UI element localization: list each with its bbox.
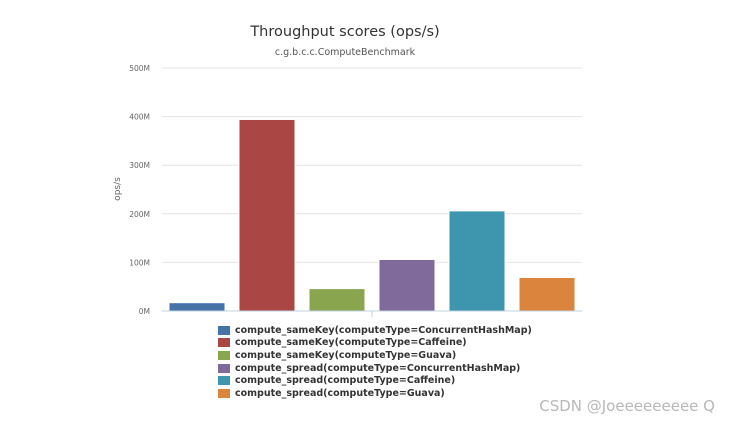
legend-item[interactable]: compute_sameKey(computeType=ConcurrentHa… xyxy=(218,324,532,337)
bars xyxy=(168,119,576,312)
y-tick-label: 0M xyxy=(139,307,150,316)
y-axis-ticks: 0M 100M 200M 300M 400M 500M xyxy=(129,64,150,316)
y-tick-label: 100M xyxy=(129,258,150,267)
legend-label: compute_sameKey(computeType=Guava) xyxy=(235,349,457,361)
legend-item[interactable]: compute_spread(computeType=ConcurrentHas… xyxy=(218,362,532,375)
legend-swatch xyxy=(218,338,230,348)
legend-swatch xyxy=(218,363,230,373)
y-tick-label: 400M xyxy=(129,113,150,122)
legend-label: compute_sameKey(computeType=Caffeine) xyxy=(235,337,467,349)
y-tick-label: 300M xyxy=(129,161,150,170)
legend-swatch xyxy=(218,325,230,335)
bar xyxy=(518,277,576,312)
legend-item[interactable]: compute_spread(computeType=Caffeine) xyxy=(218,374,532,387)
legend-swatch xyxy=(218,350,230,360)
y-axis-label: ops/s xyxy=(113,177,123,201)
bar xyxy=(448,210,506,312)
legend-swatch xyxy=(218,388,230,398)
legend-swatch xyxy=(218,376,230,386)
legend-item[interactable]: compute_sameKey(computeType=Guava) xyxy=(218,349,532,362)
chart-subtitle: c.g.b.c.c.ComputeBenchmark xyxy=(275,47,416,58)
legend-label: compute_spread(computeType=ConcurrentHas… xyxy=(235,362,521,374)
bar xyxy=(168,302,226,312)
legend-label: compute_spread(computeType=Caffeine) xyxy=(235,375,456,387)
legend-item[interactable]: compute_spread(computeType=Guava) xyxy=(218,387,532,400)
bar xyxy=(238,119,296,312)
y-tick-label: 500M xyxy=(129,64,150,73)
y-tick-label: 200M xyxy=(129,210,150,219)
legend-label: compute_spread(computeType=Guava) xyxy=(235,387,445,399)
legend-label: compute_sameKey(computeType=ConcurrentHa… xyxy=(235,324,532,336)
grid-lines xyxy=(162,67,582,263)
bar xyxy=(378,259,436,312)
watermark: CSDN @Joeeeeeeeee Q xyxy=(539,397,715,415)
chart-title: Throughput scores (ops/s) xyxy=(249,24,439,40)
legend-item[interactable]: compute_sameKey(computeType=Caffeine) xyxy=(218,337,532,350)
legend: compute_sameKey(computeType=ConcurrentHa… xyxy=(218,324,532,400)
bar xyxy=(308,288,366,312)
